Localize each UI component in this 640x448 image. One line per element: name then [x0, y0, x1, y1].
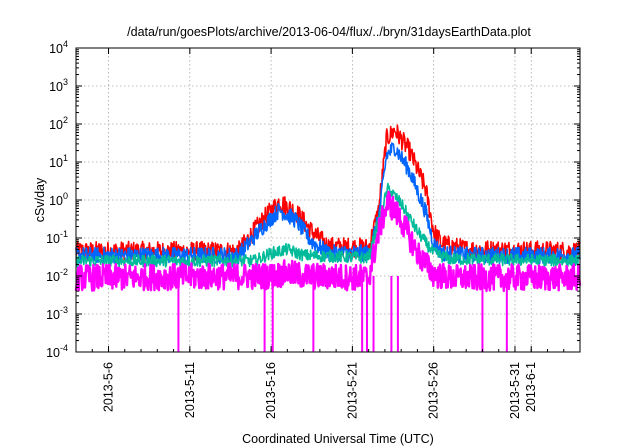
y-tick-label: 10-2 — [46, 267, 68, 284]
y-tick-label: 10-1 — [46, 229, 68, 246]
y-tick-label: 100 — [49, 191, 68, 208]
y-tick-labels: 10-4 10-3 10-2 10-1 100 101 102 103 104 — [46, 39, 68, 360]
x-tick-label: 2013-5-16 — [264, 362, 278, 419]
x-tick-label: 2013-5-11 — [183, 362, 197, 418]
series-layer — [74, 124, 582, 352]
y-tick-label: 10-3 — [46, 305, 68, 322]
y-tick-label: 104 — [49, 39, 68, 56]
series-line — [74, 190, 582, 293]
x-tick-label: 2013-5-31 — [508, 362, 522, 419]
x-axis-label: Coordinated Universal Time (UTC) — [242, 432, 434, 446]
series-line — [75, 142, 581, 265]
x-tick-labels: 2013-5-6 2013-5-11 2013-5-16 2013-5-21 2013-… — [102, 362, 539, 419]
series-line — [75, 182, 581, 268]
y-tick-label: 10-4 — [46, 343, 68, 360]
chart-title: /data/run/goesPlots/archive/2013-06-04/f… — [127, 25, 531, 39]
series-line — [75, 124, 581, 262]
x-tick-label: 2013-6-1 — [524, 362, 538, 412]
x-tick-label: 2013-5-26 — [427, 362, 441, 419]
x-tick-label: 2013-5-6 — [102, 362, 116, 412]
y-tick-label: 103 — [49, 77, 68, 94]
y-tick-label: 101 — [49, 153, 68, 170]
x-tick-label: 2013-5-21 — [345, 362, 359, 419]
y-tick-label: 102 — [49, 115, 68, 132]
y-axis-label: cSv/day — [33, 177, 47, 222]
ticks — [75, 47, 581, 353]
grid-lines — [76, 48, 580, 352]
